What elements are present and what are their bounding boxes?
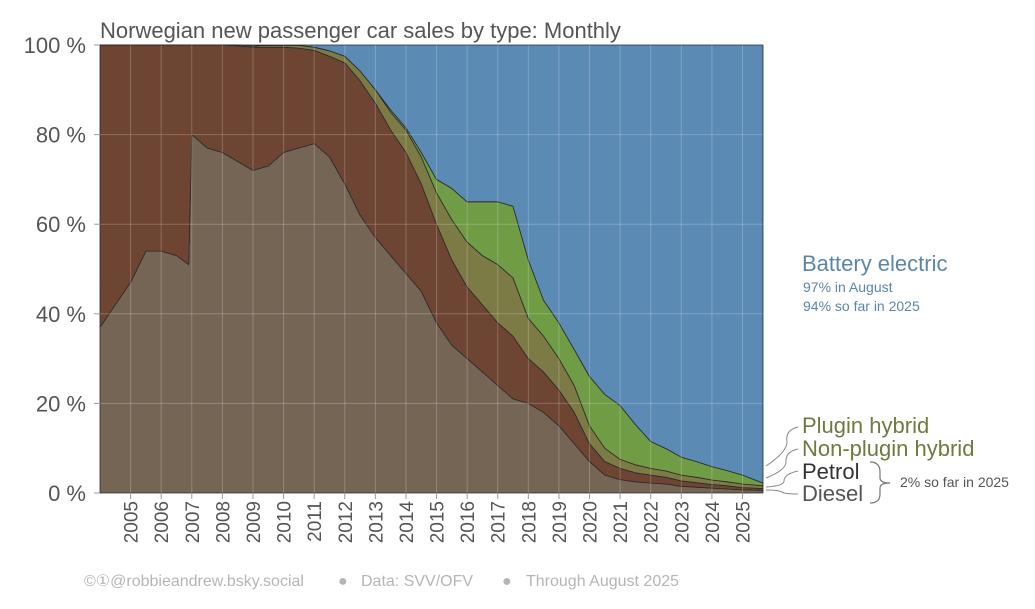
bracket <box>869 461 891 504</box>
x-tick-label: 2019 <box>550 501 571 543</box>
footer-separator-1: ● <box>338 573 348 590</box>
legend-diesel: Diesel <box>802 481 863 506</box>
x-tick-label: 2015 <box>428 501 449 543</box>
x-tick-label: 2008 <box>213 501 234 543</box>
x-tick-label: 2017 <box>489 501 510 543</box>
legend-non-plugin-hybrid: Non-plugin hybrid <box>802 436 974 461</box>
y-tick-label: 100 % <box>24 33 86 58</box>
legend-battery-electric-note-2: 94% so far in 2025 <box>803 298 920 314</box>
area-battery-electric <box>99 44 764 484</box>
legend-battery-electric: Battery electric <box>802 251 948 276</box>
grid <box>100 45 763 493</box>
x-tick-label: 2018 <box>519 501 540 543</box>
x-tick-label: 2014 <box>397 501 418 544</box>
y-tick-label: 40 % <box>36 302 86 327</box>
x-tick-label: 2010 <box>275 501 296 543</box>
x-tick-label: 2009 <box>244 501 265 543</box>
y-tick-label: 0 % <box>48 481 86 506</box>
footer-handle: ©①@robbieandrew.bsky.social <box>84 573 304 590</box>
x-tick-label: 2022 <box>642 501 663 543</box>
x-tick-label: 2011 <box>305 501 326 542</box>
y-axis: 0 % 20 % 40 % 60 % 80 % 100 % <box>24 33 100 506</box>
x-tick-label: 2024 <box>703 501 724 544</box>
x-tick-label: 2021 <box>611 501 632 543</box>
x-tick-label: 2007 <box>183 501 204 543</box>
legend-leader-lines <box>765 426 799 495</box>
x-tick-label: 2005 <box>122 501 143 543</box>
x-tick-label: 2020 <box>581 501 602 543</box>
y-tick-label: 80 % <box>36 123 86 148</box>
x-tick-label: 2013 <box>366 501 387 543</box>
legend-battery-electric-note-1: 97% in August <box>803 279 893 295</box>
footer-range: Through August 2025 <box>526 573 679 590</box>
x-tick-label: 2025 <box>734 501 755 543</box>
x-tick-label: 2023 <box>672 501 693 543</box>
x-tick-label: 2012 <box>336 501 357 543</box>
x-tick-label: 2006 <box>152 501 173 543</box>
footer-source: Data: SVV/OFV <box>361 573 473 590</box>
x-tick-label: 2016 <box>458 501 479 543</box>
bracket-note: 2% so far in 2025 <box>900 474 1009 490</box>
y-tick-label: 60 % <box>36 212 86 237</box>
chart-title: Norwegian new passenger car sales by typ… <box>100 18 621 43</box>
legend-plugin-hybrid: Plugin hybrid <box>802 413 929 438</box>
footer-separator-2: ● <box>502 573 512 590</box>
legend-petrol: Petrol <box>802 459 859 484</box>
y-tick-label: 20 % <box>36 391 86 416</box>
x-axis: 2005 2006 2007 2008 2009 2010 2011 2012 2013 2014… <box>122 493 755 543</box>
stacked-areas <box>99 44 764 494</box>
